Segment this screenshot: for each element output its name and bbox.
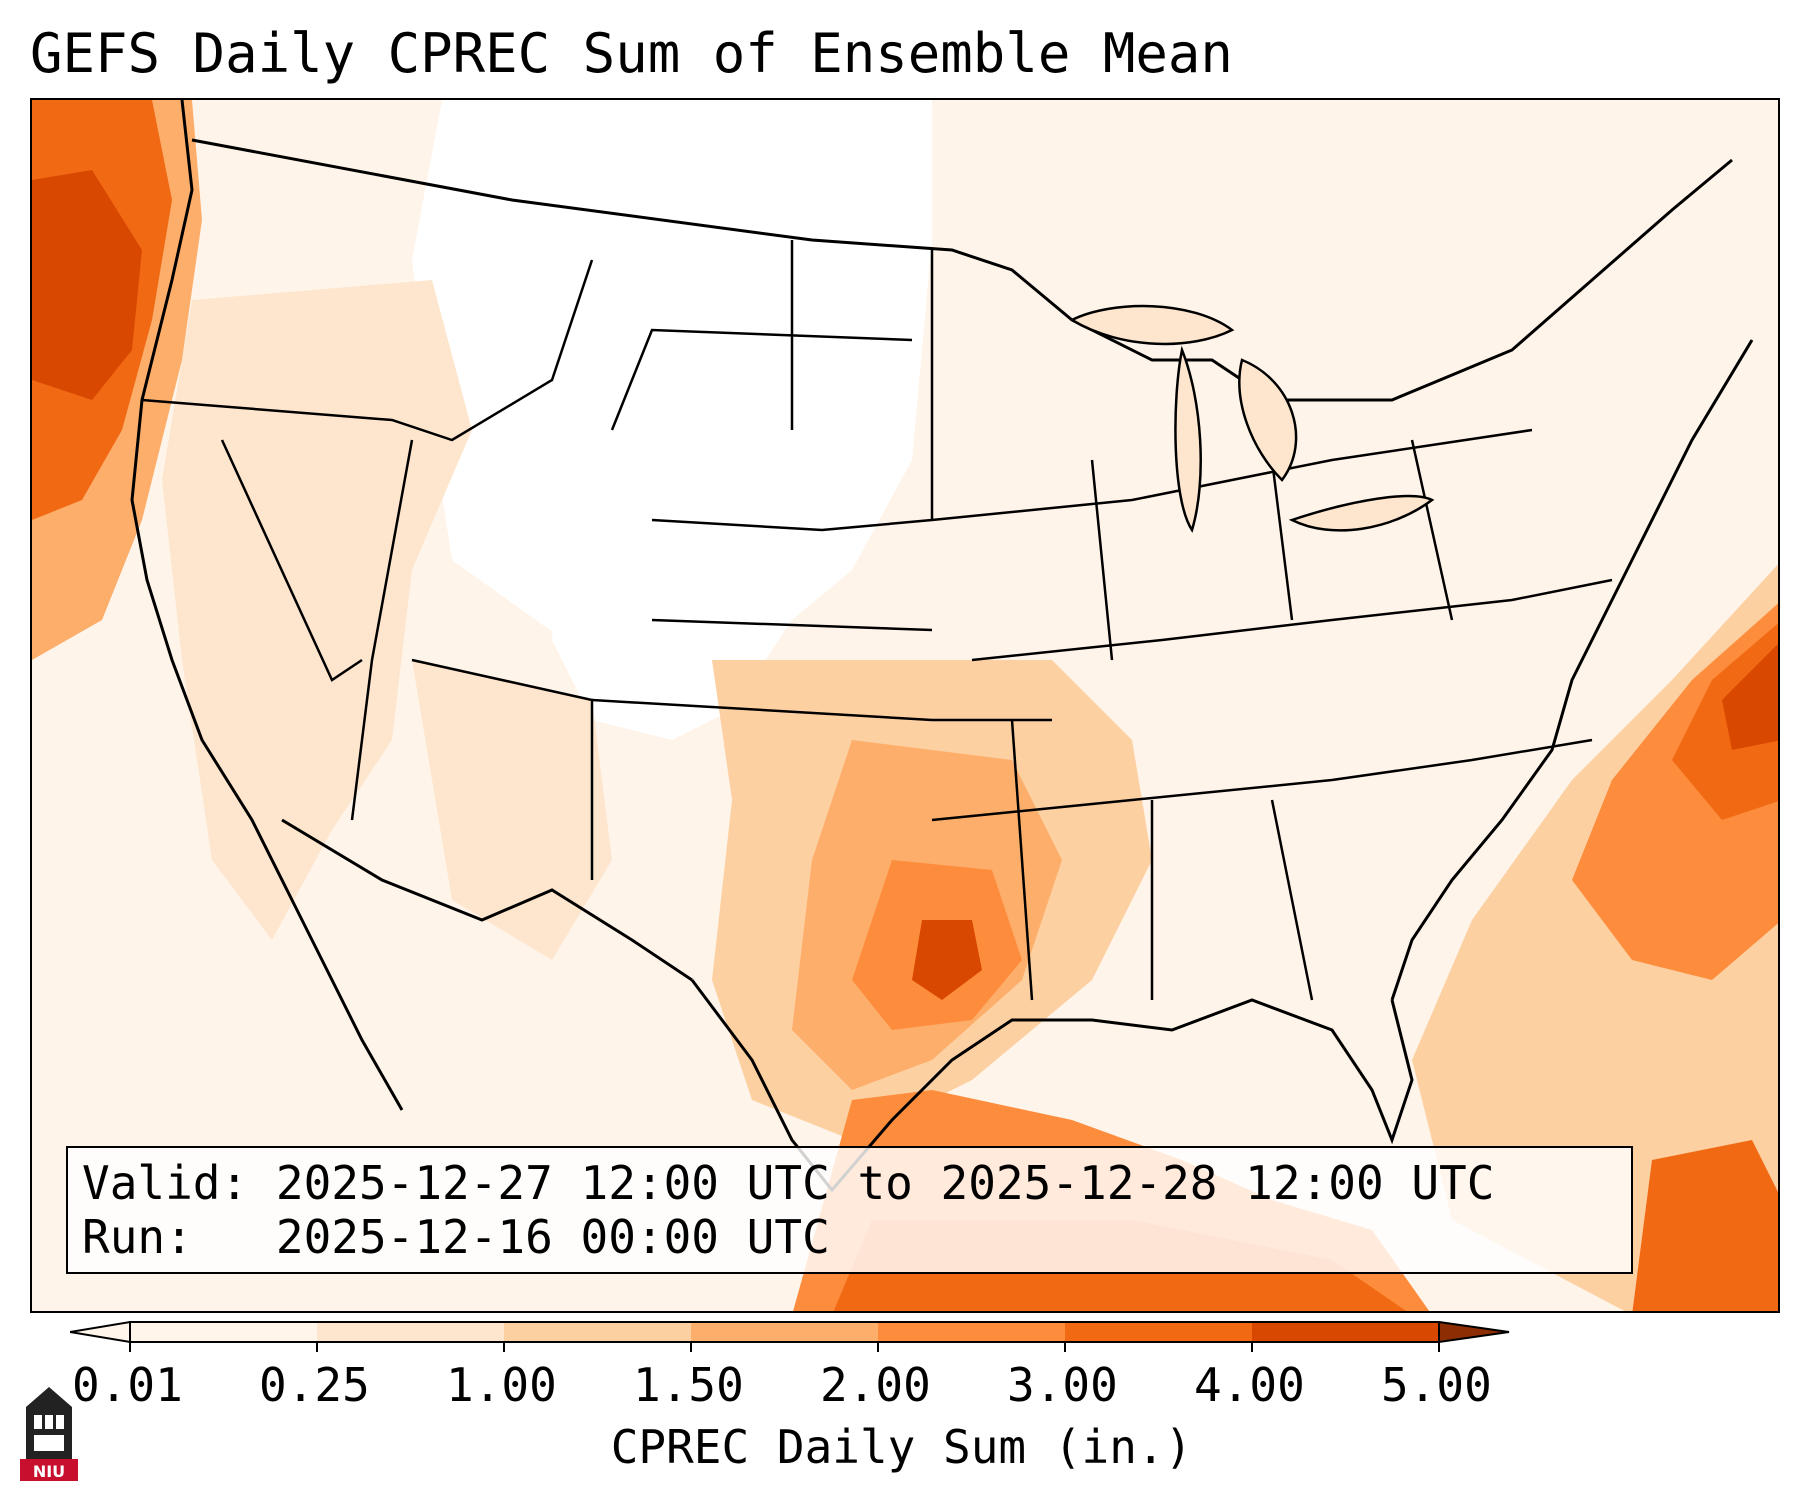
west-coastline xyxy=(130,100,404,1111)
great-lakes xyxy=(1069,304,1435,533)
colorbar-border xyxy=(129,1321,1440,1343)
colorbar xyxy=(70,1320,1510,1352)
border-path xyxy=(971,578,1613,662)
valid-value: 2025-12-27 12:00 UTC to 2025-12-28 12:00… xyxy=(275,1156,1495,1210)
colorbar-extend-high xyxy=(1438,1320,1510,1344)
heavy-precip-caribbean xyxy=(1632,1140,1778,1311)
extreme-precip-atlantic xyxy=(1722,644,1778,750)
map-svg xyxy=(32,100,1778,1311)
colorbar-cell xyxy=(504,1322,691,1342)
colorbar-tick-label: 0.25 xyxy=(259,1358,370,1412)
colorbar-cell xyxy=(878,1322,1065,1342)
colorbar-extend-low xyxy=(70,1320,131,1344)
colorbar-tick-label: 1.00 xyxy=(446,1358,557,1412)
niu-logo-icon: NIU xyxy=(20,1387,78,1481)
logo-text: NIU xyxy=(33,1462,65,1481)
colorbar-tick-label: 4.00 xyxy=(1194,1358,1305,1412)
colorbar-tick-label: 1.50 xyxy=(633,1358,744,1412)
border-path xyxy=(1010,719,1034,1001)
colorbar-cells xyxy=(70,1320,1510,1352)
lake-superior xyxy=(1069,304,1235,346)
dry-region-north xyxy=(412,100,932,680)
colorbar-tick-label: 3.00 xyxy=(1007,1358,1118,1412)
colorbar-label: CPREC Daily Sum (in.) xyxy=(610,1420,1193,1474)
colorbar-cell xyxy=(317,1322,504,1342)
colorbar-tick-label: 5.00 xyxy=(1381,1358,1492,1412)
colorbar-cell xyxy=(130,1322,317,1342)
chart-title: GEFS Daily CPREC Sum of Ensemble Mean xyxy=(30,22,1233,85)
border-path xyxy=(1270,459,1294,621)
lake-erie xyxy=(1288,494,1435,532)
extreme-precip-pacific-nw xyxy=(32,170,142,400)
border-path xyxy=(931,738,1593,822)
state-borders xyxy=(141,240,1613,1001)
run-value: 2025-12-16 00:00 UTC xyxy=(275,1210,830,1264)
border-path xyxy=(141,259,594,442)
precip-map xyxy=(30,98,1780,1313)
east-coastline xyxy=(1390,339,1754,1001)
mexico-border xyxy=(281,818,693,982)
colorbar-cell xyxy=(691,1322,878,1342)
border-path xyxy=(610,328,913,431)
valid-label: Valid: xyxy=(82,1156,249,1210)
border-path xyxy=(350,439,414,821)
border-path xyxy=(1410,439,1454,621)
light-precip-west xyxy=(162,280,472,940)
border-path xyxy=(220,439,363,682)
extreme-precip-texas xyxy=(912,920,982,1000)
border-path xyxy=(1090,459,1114,661)
run-label: Run: xyxy=(82,1210,193,1264)
colorbar-cell xyxy=(1065,1322,1252,1342)
lake-michigan xyxy=(1174,345,1202,533)
colorbar-tick-label: 0.01 xyxy=(72,1358,183,1412)
light-precip-southwest xyxy=(412,660,612,960)
valid-run-infobox: Valid: 2025-12-27 12:00 UTC to 2025-12-2… xyxy=(66,1146,1633,1274)
lake-huron xyxy=(1238,358,1298,482)
border-path xyxy=(931,428,1533,522)
colorbar-cell xyxy=(1252,1322,1439,1342)
colorbar-tick-label: 2.00 xyxy=(820,1358,931,1412)
border-path xyxy=(1270,799,1314,1001)
dry-region-central xyxy=(552,530,752,740)
border-path xyxy=(651,618,933,632)
border-path xyxy=(651,518,933,532)
